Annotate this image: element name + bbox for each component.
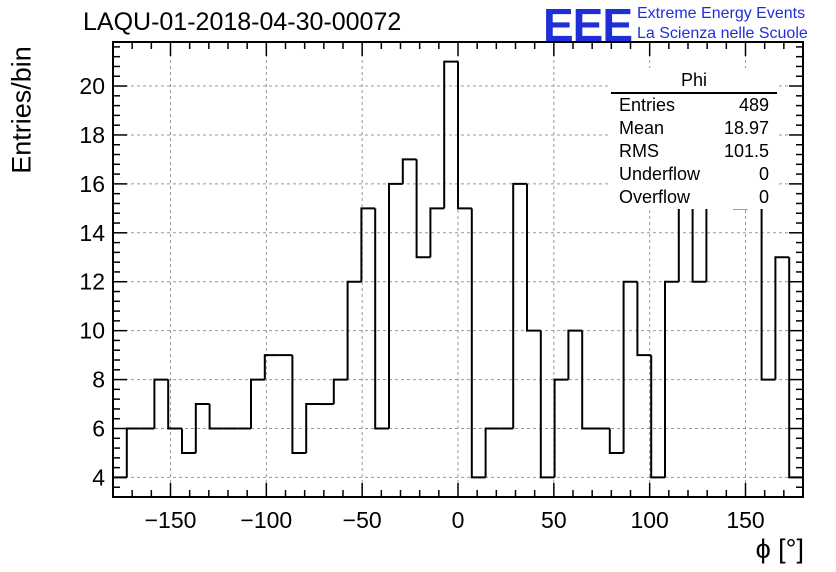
histogram-bin xyxy=(622,280,638,453)
histogram-bin xyxy=(553,378,569,478)
histogram-bin xyxy=(788,257,803,479)
x-tick-label: −150 xyxy=(145,507,197,533)
stats-row-overflow: Overflow 0 xyxy=(611,186,777,209)
y-tick-label: 16 xyxy=(79,171,105,197)
histogram-bin xyxy=(208,404,224,430)
histogram-bin xyxy=(167,379,182,430)
stats-label: Entries xyxy=(619,95,676,115)
stats-value: 0 xyxy=(758,187,769,207)
histogram-bin xyxy=(250,378,265,429)
y-tick-label: 12 xyxy=(79,269,105,295)
histogram-bin xyxy=(388,182,403,429)
histogram-bin xyxy=(636,281,652,357)
histogram-bin xyxy=(125,427,141,478)
histogram-bin xyxy=(650,355,665,479)
histogram-bin xyxy=(664,280,679,478)
histogram-bin xyxy=(539,330,555,479)
x-tick-label: 50 xyxy=(541,507,567,533)
y-tick-label: 20 xyxy=(79,73,105,99)
histogram-bin xyxy=(512,182,527,429)
stats-row-underflow: Underflow 0 xyxy=(611,163,777,186)
histogram-bin xyxy=(153,378,169,429)
logo-caption-line2: La Scienza nelle Scuole xyxy=(637,25,808,42)
histogram-bin xyxy=(374,208,389,430)
stats-row-mean: Mean 18.97 xyxy=(611,117,777,140)
histogram-bin xyxy=(691,183,707,283)
stats-value: 101.5 xyxy=(723,141,769,161)
histogram-bin xyxy=(346,280,362,380)
stats-row-entries: Entries 489 xyxy=(611,94,777,117)
y-axis-label: Entries/bin xyxy=(6,46,37,174)
x-tick-label: 0 xyxy=(452,507,465,533)
stats-label: Underflow xyxy=(619,164,701,184)
histogram-bin xyxy=(305,403,320,453)
histogram-bin xyxy=(443,60,458,209)
histogram-bin xyxy=(470,208,486,479)
x-tick-label: 150 xyxy=(726,507,764,533)
logo-caption: Extreme Energy Events La Scienza nelle S… xyxy=(637,4,808,44)
stats-row-rms: RMS 101.5 xyxy=(611,140,777,163)
histogram-bin xyxy=(263,354,279,380)
histogram-bin xyxy=(181,428,196,454)
x-tick-label: −100 xyxy=(240,507,292,533)
x-tick-label: −50 xyxy=(343,507,382,533)
histogram-bin xyxy=(332,378,348,405)
stats-value: 489 xyxy=(738,95,769,115)
stats-value: 0 xyxy=(758,164,769,184)
histogram-bin xyxy=(774,256,790,380)
histogram-bin xyxy=(760,159,776,381)
y-tick-label: 6 xyxy=(92,416,105,442)
eee-logo: EEE xyxy=(543,0,633,51)
stats-value: 18.97 xyxy=(723,118,769,138)
chart-title: LAQU-01-2018-04-30-00072 xyxy=(83,8,402,36)
histogram-bin xyxy=(581,330,596,430)
histogram-bin xyxy=(457,61,472,210)
histogram-bin xyxy=(415,159,431,259)
stats-label: Overflow xyxy=(619,187,691,207)
y-tick-label: 4 xyxy=(92,464,105,490)
y-tick-label: 18 xyxy=(79,122,105,148)
histogram-bin xyxy=(360,207,376,282)
stats-label: Mean xyxy=(619,118,665,138)
histogram-bin xyxy=(291,355,307,454)
histogram-bin xyxy=(429,207,445,258)
histogram-bin xyxy=(526,183,541,332)
histogram-bin xyxy=(484,427,500,478)
histogram-bin xyxy=(567,329,583,380)
y-tick-label: 8 xyxy=(92,367,105,393)
stats-label: RMS xyxy=(619,141,659,161)
x-axis-label: ϕ [°] xyxy=(755,534,804,564)
x-tick-label: 100 xyxy=(630,507,668,533)
y-tick-label: 14 xyxy=(79,220,105,246)
stats-title: Phi xyxy=(611,68,777,94)
histogram-bin xyxy=(608,428,624,454)
logo-caption-line1: Extreme Energy Events xyxy=(637,5,806,22)
histogram-bin xyxy=(194,403,210,453)
stats-box: Phi Entries 489 Mean 18.97 RMS 101.5 Und… xyxy=(611,68,777,209)
y-tick-label: 10 xyxy=(79,318,105,344)
histogram-bin xyxy=(401,158,417,184)
